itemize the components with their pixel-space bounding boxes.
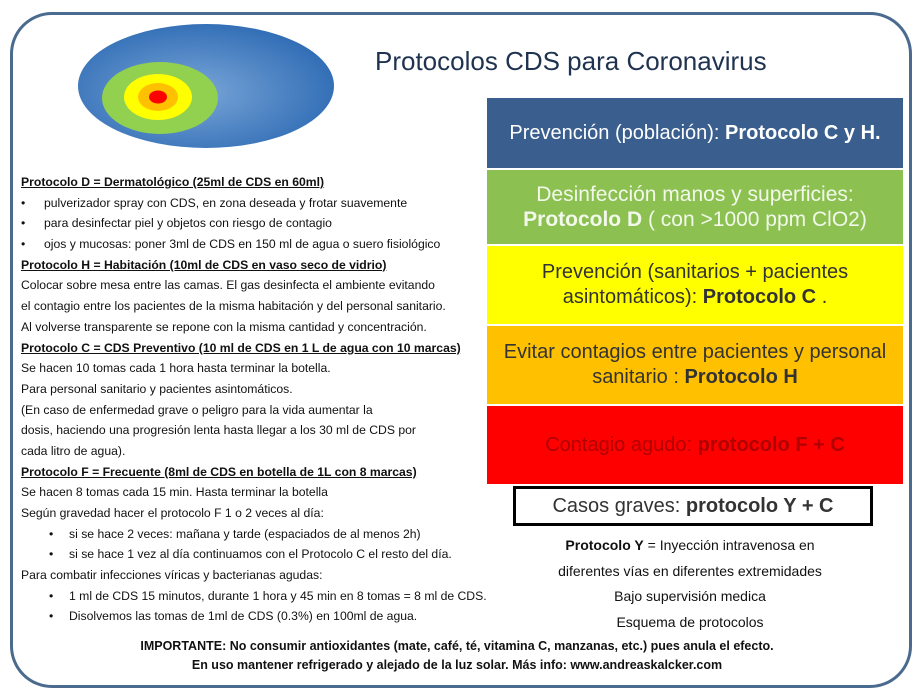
protocol-heading: Protocolo H = Habitación (10ml de CDS en… <box>21 257 387 272</box>
band-tail: ( con >1000 ppm ClO2) <box>642 208 867 231</box>
text-line: dosis, haciendo una progresión lenta has… <box>21 423 416 438</box>
protocol-y-line: Esquema de protocolos <box>616 613 764 630</box>
protocol-heading: Protocolo F = Frecuente (8ml de CDS en b… <box>21 464 417 479</box>
protocol-y-label: Protocolo Y <box>565 537 644 553</box>
footer-important: IMPORTANTE: No consumir antioxidantes (m… <box>140 639 774 653</box>
text-line: Para combatir infecciones víricas y bact… <box>21 568 323 583</box>
severe-cases-box: Casos graves: protocolo Y + C <box>513 486 873 526</box>
concentric-ellipses-logo <box>78 24 334 148</box>
band-bold: protocolo F + C <box>697 433 845 456</box>
band-bold: Protocolo C y H. <box>725 121 881 144</box>
band-text: Evitar contagios entre pacientes y perso… <box>503 341 887 388</box>
protocol-heading: Protocolo D = Dermatológico (25ml de CDS… <box>21 175 325 189</box>
ellipse-red <box>149 90 167 104</box>
page-frame <box>10 12 912 688</box>
cases-bold: protocolo Y + C <box>685 494 834 517</box>
protocol-y-line: = Inyección intravenosa en <box>643 537 815 553</box>
band-text: Prevención (sanitarios + pacientes asint… <box>541 261 849 308</box>
protocol-y-line: Bajo supervisión medica <box>614 588 766 604</box>
bullet-item: para desinfectar piel y objetos con ries… <box>21 213 501 234</box>
band-disinfection: Desinfección manos y superficies: Protoc… <box>487 170 903 244</box>
band-prevention-population: Prevención (población): Protocolo C y H. <box>487 98 903 168</box>
footer-info: En uso mantener refrigerado y alejado de… <box>191 658 723 672</box>
bullet-item: Disolvemos las tomas de 1ml de CDS (0.3%… <box>21 606 501 627</box>
text-line: Se hacen 10 tomas cada 1 hora hasta term… <box>21 361 331 376</box>
page-title: Protocolos CDS para Coronavirus <box>375 46 767 76</box>
protocol-descriptions: Protocolo D = Dermatológico (25ml de CDS… <box>21 172 501 627</box>
protocol-y-line: diferentes vías en diferentes extremidad… <box>558 562 822 579</box>
text-line: cada litro de agua). <box>21 443 126 458</box>
band-prevention-sanitarios: Prevención (sanitarios + pacientes asint… <box>487 246 903 324</box>
band-acute-contagion: Contagio agudo: protocolo F + C <box>487 406 903 484</box>
band-bold: Protocolo C <box>702 286 817 308</box>
band-text: Prevención (población): <box>509 121 726 144</box>
text-line: Para personal sanitario y pacientes asin… <box>21 381 293 396</box>
cases-text: Casos graves: <box>552 494 686 517</box>
bullet-item: si se hace 1 vez al día continuamos con … <box>21 544 501 565</box>
bullet-item: ojos y mucosas: poner 3ml de CDS en 150 … <box>21 234 501 255</box>
band-tail: . <box>816 286 828 308</box>
footer-notes: IMPORTANTE: No consumir antioxidantes (m… <box>0 637 914 675</box>
band-bold: Protocolo H <box>684 366 798 388</box>
bullet-item: 1 ml de CDS 15 minutos, durante 1 hora y… <box>21 586 501 607</box>
bullet-item: pulverizador spray con CDS, en zona dese… <box>21 193 501 214</box>
protocol-y-description: Protocolo Y = Inyección intravenosa en d… <box>490 533 890 635</box>
text-line: Se hacen 8 tomas cada 15 min. Hasta term… <box>21 485 328 500</box>
text-line: Al volverse transparente se repone con l… <box>21 319 427 334</box>
protocol-heading: Protocolo C = CDS Preventivo (10 ml de C… <box>21 340 461 355</box>
band-text: Contagio agudo: <box>545 433 698 456</box>
band-text: Desinfección manos y superficies: <box>536 183 854 206</box>
bullet-item: si se hace 2 veces: mañana y tarde (espa… <box>21 524 501 545</box>
band-avoid-contagion: Evitar contagios entre pacientes y perso… <box>487 326 903 404</box>
band-bold: Protocolo D <box>523 208 643 231</box>
text-line: Según gravedad hacer el protocolo F 1 o … <box>21 506 324 520</box>
text-line: (En caso de enfermedad grave o peligro p… <box>21 402 373 417</box>
text-line: Colocar sobre mesa entre las camas. El g… <box>21 278 435 293</box>
text-line: el contagio entre los pacientes de la mi… <box>21 299 446 314</box>
